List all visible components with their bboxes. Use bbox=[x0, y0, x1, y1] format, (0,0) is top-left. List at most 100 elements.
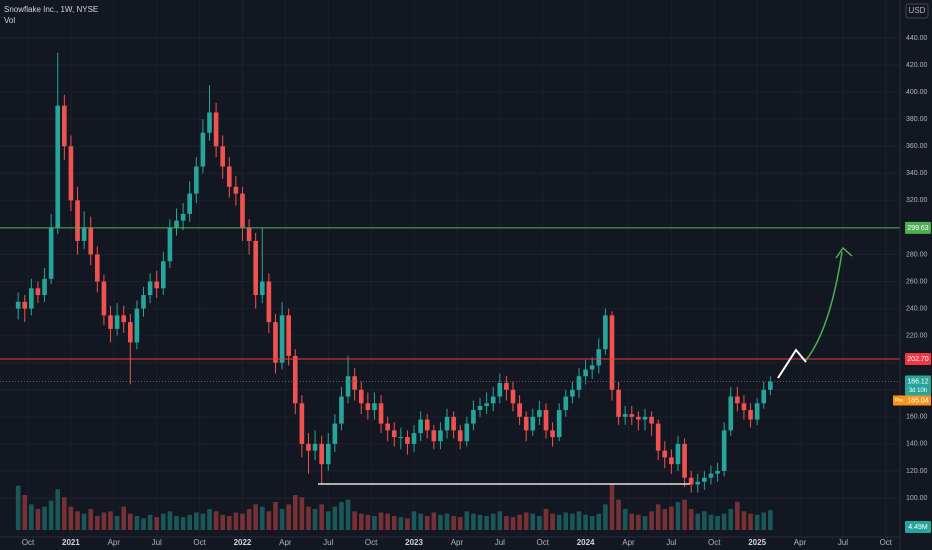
candle-body bbox=[253, 240, 258, 296]
candle-body bbox=[695, 481, 701, 485]
candles bbox=[15, 52, 773, 493]
volume-bar bbox=[754, 514, 760, 530]
candle-body bbox=[629, 414, 635, 417]
volume-bar bbox=[253, 504, 258, 530]
currency-box[interactable] bbox=[905, 3, 929, 19]
y-tick-label: 260.00 bbox=[906, 278, 928, 285]
candle-body bbox=[636, 416, 641, 420]
volume-bar bbox=[15, 485, 21, 530]
volume-bar bbox=[669, 506, 674, 530]
volume-bar bbox=[616, 499, 621, 530]
candle-body bbox=[768, 381, 773, 390]
candle-body bbox=[497, 383, 503, 397]
candle-body bbox=[708, 473, 714, 478]
candle-body bbox=[556, 410, 562, 438]
candle-body bbox=[220, 146, 225, 167]
candle-body bbox=[266, 281, 272, 323]
volume-label: 4.49M bbox=[908, 524, 928, 531]
candle-body bbox=[523, 416, 529, 431]
projection-arrow bbox=[805, 251, 843, 361]
level-label: 202.70 bbox=[907, 356, 929, 363]
arrow-head bbox=[835, 246, 853, 259]
x-tick-label: 2024 bbox=[577, 538, 595, 547]
volume-bar bbox=[649, 511, 654, 530]
volume-bar bbox=[464, 511, 470, 530]
volume-bar bbox=[273, 502, 278, 530]
volume-bar bbox=[563, 512, 569, 530]
volume-bar bbox=[636, 514, 641, 530]
volume-bar bbox=[200, 513, 206, 530]
candle-body bbox=[352, 376, 357, 390]
x-tick-label: Oct bbox=[365, 538, 378, 547]
candle-body bbox=[75, 200, 80, 241]
candle-body bbox=[68, 146, 74, 201]
candle-body bbox=[504, 383, 509, 390]
volume-bar bbox=[378, 512, 384, 530]
x-tick-label: 2022 bbox=[234, 538, 252, 547]
candle-body bbox=[180, 213, 186, 221]
candle-body bbox=[147, 281, 153, 296]
candle-body bbox=[490, 396, 496, 404]
candle-body bbox=[530, 416, 536, 431]
candle-body bbox=[246, 227, 252, 241]
level-label-box bbox=[905, 353, 931, 366]
candle-body bbox=[312, 443, 318, 451]
candle-body bbox=[35, 288, 41, 296]
candle-body bbox=[55, 105, 61, 228]
candle-body bbox=[299, 403, 305, 444]
volume-bar bbox=[292, 495, 298, 530]
candle-body bbox=[675, 443, 681, 465]
volume-bar bbox=[240, 513, 245, 530]
x-tick-label: Oct bbox=[22, 538, 35, 547]
candle-body bbox=[273, 322, 278, 363]
candle-body bbox=[649, 416, 654, 424]
y-tick-label: 440.00 bbox=[906, 35, 928, 42]
x-tick-label: 2025 bbox=[748, 538, 766, 547]
volume-title: Vol bbox=[4, 16, 15, 25]
volume-bar bbox=[471, 513, 476, 530]
candle-body bbox=[715, 470, 720, 474]
candle-body bbox=[213, 112, 219, 147]
volume-bar bbox=[385, 513, 390, 530]
volume-bar bbox=[29, 504, 34, 530]
candle-body bbox=[240, 193, 245, 228]
candle-body bbox=[741, 403, 747, 411]
candle-body bbox=[748, 410, 753, 420]
candle-body bbox=[589, 365, 595, 370]
volume-bar bbox=[68, 506, 74, 530]
volume-bar bbox=[128, 513, 133, 530]
volume-bar bbox=[22, 495, 28, 530]
y-tick-label: 280.00 bbox=[906, 251, 928, 258]
chart-title: Snowflake Inc., 1W, NYSE bbox=[4, 5, 98, 14]
candle-body bbox=[477, 406, 483, 411]
x-tick-label: Jul bbox=[495, 538, 505, 547]
last-price-box bbox=[905, 375, 931, 396]
volume-bar bbox=[42, 506, 47, 530]
x-tick-label: Jul bbox=[838, 538, 848, 547]
candle-body bbox=[160, 261, 166, 289]
volume-bar bbox=[497, 511, 503, 530]
volume-bar bbox=[75, 511, 80, 530]
y-tick-label: 420.00 bbox=[906, 62, 928, 69]
volume-bar bbox=[728, 509, 734, 530]
candle-body bbox=[48, 227, 54, 279]
volume-bar bbox=[154, 517, 160, 530]
candle-body bbox=[187, 193, 193, 214]
volume-bar bbox=[141, 518, 146, 530]
x-tick-label: Oct bbox=[536, 538, 549, 547]
candle-body bbox=[662, 450, 668, 458]
y-tick-label: 120.00 bbox=[906, 468, 928, 475]
volume-bar bbox=[81, 513, 87, 530]
premarket-tag bbox=[893, 395, 905, 406]
candle-body bbox=[457, 430, 463, 442]
candle-body bbox=[128, 322, 133, 343]
candle-body bbox=[154, 281, 160, 289]
volume-bar bbox=[576, 511, 582, 530]
volume-bar bbox=[95, 516, 100, 530]
candle-body bbox=[543, 410, 549, 431]
x-tick-label: Jul bbox=[666, 538, 676, 547]
volume-bar bbox=[695, 513, 701, 530]
volume-bar bbox=[220, 514, 225, 530]
candle-body bbox=[464, 423, 470, 442]
candle-body bbox=[570, 389, 575, 397]
